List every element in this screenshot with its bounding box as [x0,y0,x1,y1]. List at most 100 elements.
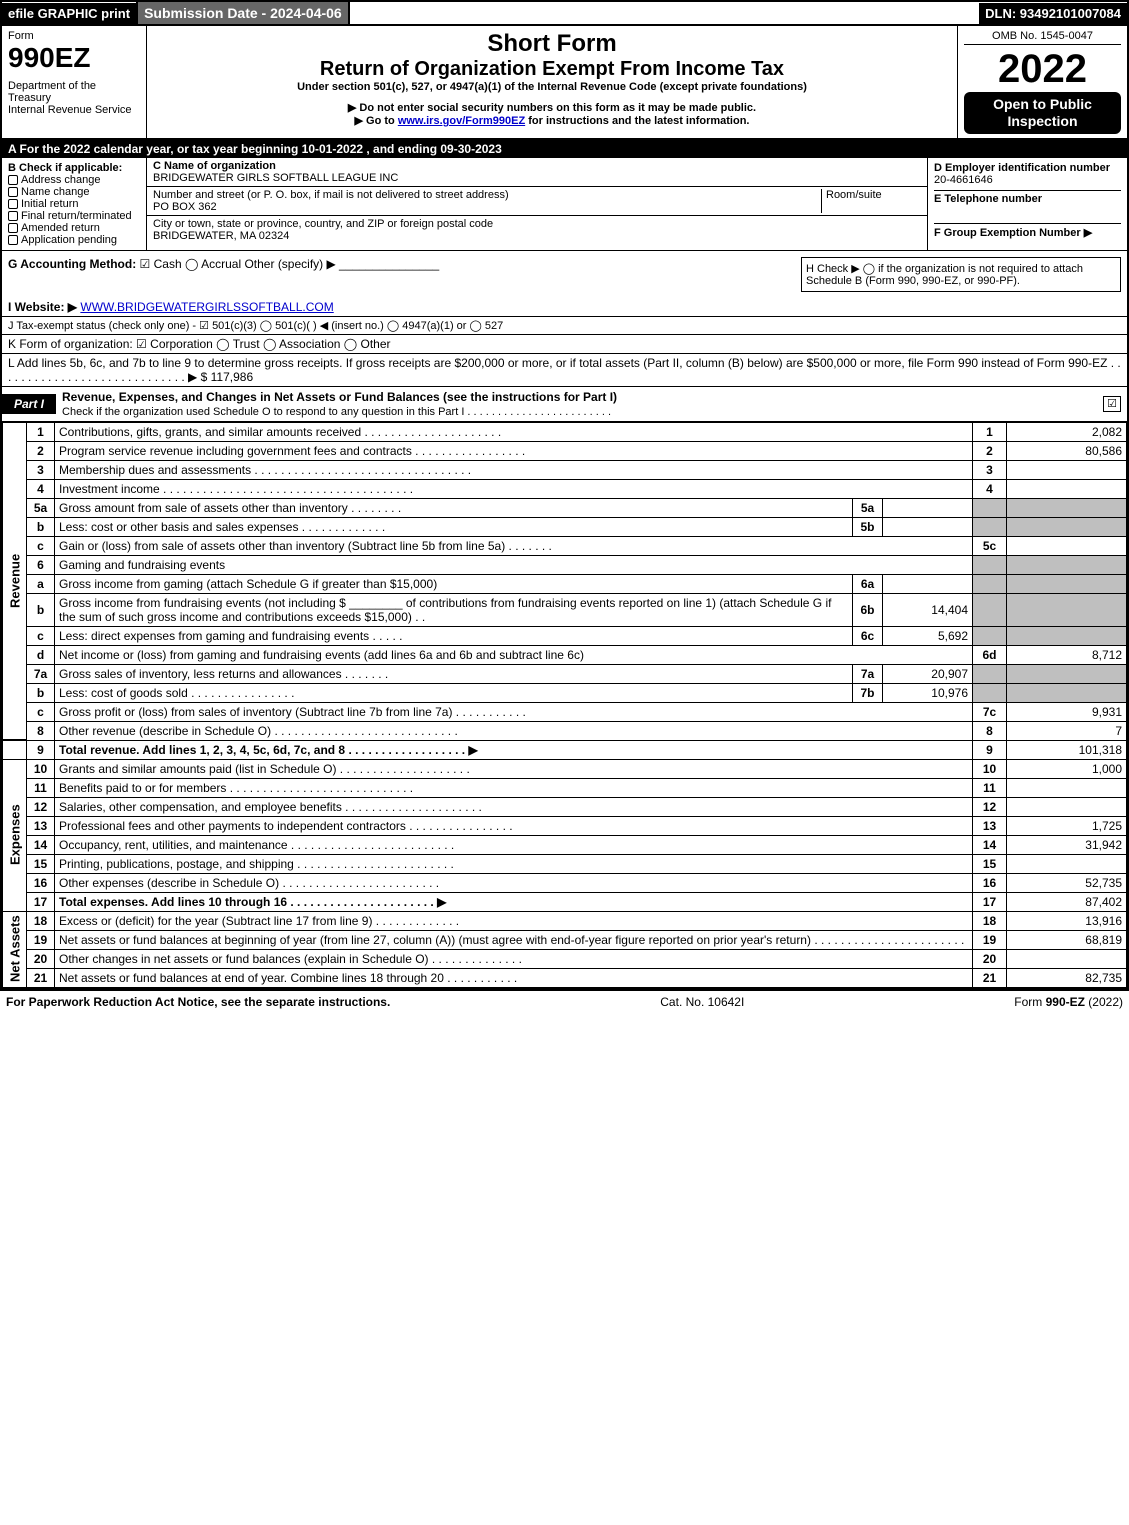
l6-desc: Gaming and fundraising events [55,555,973,574]
chk-name-change[interactable]: Name change [8,186,140,198]
chk-application-pending[interactable]: Application pending [8,234,140,246]
l1-desc: Contributions, gifts, grants, and simila… [55,422,973,441]
l7a-n: 7a [27,664,55,683]
l7a-grey1 [973,664,1007,683]
l6c-desc: Less: direct expenses from gaming and fu… [55,626,853,645]
l17-amt: 87,402 [1007,892,1127,911]
part-1-checkbox[interactable]: ☑ [1103,396,1121,412]
l11-n: 11 [27,778,55,797]
l17-desc: Total expenses. Add lines 10 through 16 … [55,892,973,911]
chk-amended-return-label: Amended return [21,222,100,234]
l19-n: 19 [27,930,55,949]
l5b-desc: Less: cost or other basis and sales expe… [55,517,853,536]
l9-n: 9 [27,740,55,759]
l7c-n: c [27,702,55,721]
l19-ln: 19 [973,930,1007,949]
city-value: BRIDGEWATER, MA 02324 [153,230,289,242]
line-k: K Form of organization: ☑ Corporation ◯ … [2,334,1127,353]
goto-pre: ▶ Go to [355,115,398,127]
chk-initial-return-label: Initial return [21,198,78,210]
chk-final-return-label: Final return/terminated [21,210,132,222]
chk-cash[interactable]: ☑ Cash [140,257,182,271]
l9-desc: Total revenue. Add lines 1, 2, 3, 4, 5c,… [55,740,973,759]
l11-ln: 11 [973,778,1007,797]
l18-desc: Excess or (deficit) for the year (Subtra… [55,911,973,930]
l6c-sl: 6c [853,626,883,645]
section-c: C Name of organization BRIDGEWATER GIRLS… [147,158,927,250]
l4-n: 4 [27,479,55,498]
top-bar: efile GRAPHIC print Submission Date - 20… [0,0,1129,26]
efile-print-label[interactable]: efile GRAPHIC print [2,3,136,24]
l6a-samt [883,574,973,593]
l2-desc: Program service revenue including govern… [55,441,973,460]
line-l-amount: 117,986 [211,370,254,384]
revenue-side-label: Revenue [3,422,27,740]
l12-amt [1007,797,1127,816]
l3-desc: Membership dues and assessments . . . . … [55,460,973,479]
l6a-sl: 6a [853,574,883,593]
accrual-label: Accrual [201,257,241,271]
line-i: I Website: ▶ WWW.BRIDGEWATERGIRLSSOFTBAL… [2,298,1127,316]
goto-note: ▶ Go to www.irs.gov/Form990EZ for instru… [153,114,951,127]
chk-initial-return[interactable]: Initial return [8,198,140,210]
l16-ln: 16 [973,873,1007,892]
l5c-amt [1007,536,1127,555]
l6b-d1: Gross income from fundraising events (no… [59,596,346,610]
l14-ln: 14 [973,835,1007,854]
open-inspection-badge: Open to Public Inspection [964,92,1121,134]
l8-n: 8 [27,721,55,740]
identity-block: B Check if applicable: Address change Na… [2,158,1127,251]
l19-amt: 68,819 [1007,930,1127,949]
l6c-samt: 5,692 [883,626,973,645]
l6-grey1 [973,555,1007,574]
l7b-n: b [27,683,55,702]
l8-desc: Other revenue (describe in Schedule O) .… [55,721,973,740]
l9-amt: 101,318 [1007,740,1127,759]
org-name: BRIDGEWATER GIRLS SOFTBALL LEAGUE INC [153,172,398,184]
l5b-sl: 5b [853,517,883,536]
l10-desc: Grants and similar amounts paid (list in… [55,759,973,778]
goto-post: for instructions and the latest informat… [525,115,749,127]
netassets-side-label: Net Assets [3,911,27,987]
l20-desc: Other changes in net assets or fund bala… [55,949,973,968]
l2-amt: 80,586 [1007,441,1127,460]
rev-spacer [3,740,27,759]
other-specify: Other (specify) ▶ _______________ [244,257,439,271]
l6d-amt: 8,712 [1007,645,1127,664]
l2-ln: 2 [973,441,1007,460]
l7c-desc: Gross profit or (loss) from sales of inv… [55,702,973,721]
form-number: 990EZ [8,42,140,74]
chk-amended-return[interactable]: Amended return [8,222,140,234]
l14-desc: Occupancy, rent, utilities, and maintena… [55,835,973,854]
l5a-samt [883,498,973,517]
l6c-grey2 [1007,626,1127,645]
part-1-title: Revenue, Expenses, and Changes in Net As… [62,390,617,404]
chk-address-change[interactable]: Address change [8,174,140,186]
l13-amt: 1,725 [1007,816,1127,835]
chk-accrual[interactable]: ◯ Accrual [185,257,241,271]
l8-ln: 8 [973,721,1007,740]
l7a-samt: 20,907 [883,664,973,683]
l4-ln: 4 [973,479,1007,498]
e-label: E Telephone number [934,190,1121,205]
l6a-n: a [27,574,55,593]
l5a-sl: 5a [853,498,883,517]
irs-label: Internal Revenue Service [8,104,140,116]
l18-amt: 13,916 [1007,911,1127,930]
l5b-grey1 [973,517,1007,536]
l5a-grey2 [1007,498,1127,517]
street-label: Number and street (or P. O. box, if mail… [153,189,509,201]
l12-n: 12 [27,797,55,816]
l14-amt: 31,942 [1007,835,1127,854]
cash-label: Cash [154,257,182,271]
irs-link[interactable]: www.irs.gov/Form990EZ [398,115,525,127]
city-label: City or town, state or province, country… [153,218,493,230]
website-link[interactable]: WWW.BRIDGEWATERGIRLSSOFTBALL.COM [80,300,333,314]
l6b-desc: Gross income from fundraising events (no… [55,593,853,626]
chk-final-return[interactable]: Final return/terminated [8,210,140,222]
l13-desc: Professional fees and other payments to … [55,816,973,835]
street-value: PO BOX 362 [153,201,217,213]
l13-ln: 13 [973,816,1007,835]
page-footer: For Paperwork Reduction Act Notice, see … [0,990,1129,1013]
l6b-samt: 14,404 [883,593,973,626]
